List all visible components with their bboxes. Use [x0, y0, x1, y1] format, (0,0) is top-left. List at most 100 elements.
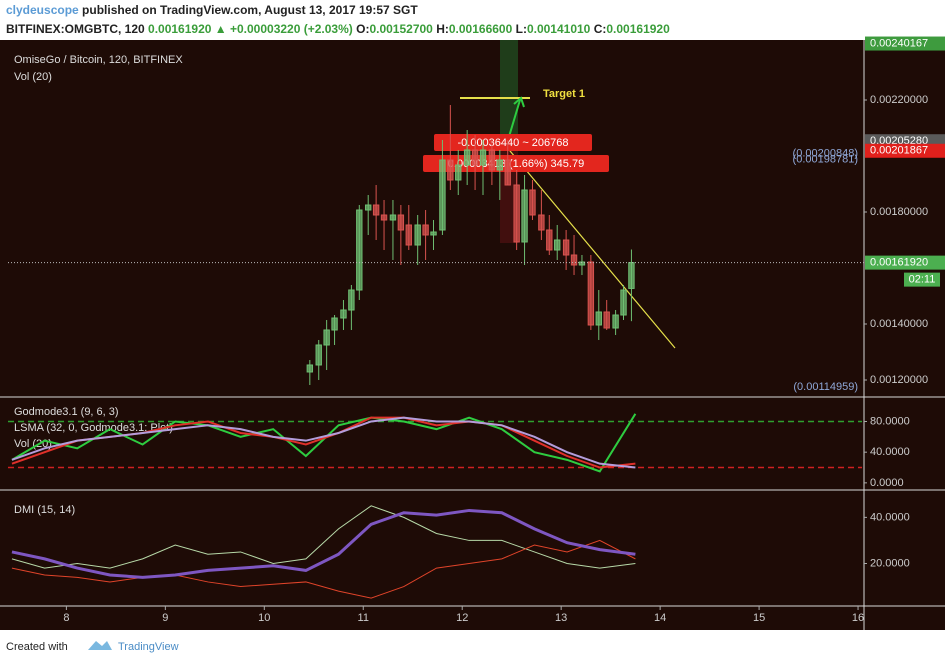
footer-text: Created with — [6, 641, 68, 653]
pane-subtitle: Vol (20) — [14, 71, 52, 83]
change: ▲ +0.00003220 (+2.03%) — [215, 22, 353, 36]
candle-body — [513, 184, 520, 243]
candle-body — [356, 209, 363, 291]
price-tag-label: 0.00201867 — [870, 145, 928, 157]
x-tick-label: 16 — [852, 612, 864, 624]
candle-body — [380, 214, 388, 221]
candle-body — [620, 289, 627, 316]
price-tag — [865, 36, 945, 51]
candle-body — [471, 149, 479, 166]
price-tag-label: 0.00161920 — [870, 257, 928, 269]
y-tick-label: 0.00220000 — [870, 94, 928, 106]
footer-brand[interactable]: TradingView — [118, 641, 179, 653]
x-tick-label: 8 — [63, 612, 69, 624]
ohlc-key: C: — [594, 22, 607, 36]
x-tick-label: 11 — [358, 612, 369, 624]
price-note: (0.00114959) — [793, 381, 858, 393]
y-tick-label: 0.00120000 — [870, 374, 928, 386]
candle-body — [306, 364, 314, 373]
price-tag — [865, 143, 945, 158]
candle-body — [340, 309, 347, 319]
published: published on TradingView.com, August 13,… — [82, 3, 418, 17]
candle-body — [430, 231, 437, 236]
x-tick-label: 13 — [555, 612, 567, 624]
legend-entry: Godmode3.1 (9, 6, 3) — [14, 406, 119, 418]
candle-body — [578, 261, 586, 266]
x-tick-label: 14 — [654, 612, 666, 624]
candle-body — [365, 204, 372, 211]
candle-body — [463, 149, 471, 166]
ohlc-key: L: — [516, 22, 527, 36]
chart-bg — [0, 40, 945, 630]
range-label: -0.00036440 ~ 206768 — [457, 137, 568, 149]
candle-body — [389, 214, 397, 221]
candle-body — [414, 224, 421, 246]
price-tag — [865, 255, 945, 270]
ohlc-value: 0.00161920 — [606, 22, 670, 36]
candle-body — [554, 239, 561, 251]
candle-body — [603, 311, 610, 329]
author[interactable]: clydeuscope — [6, 3, 79, 17]
candle-body — [422, 224, 429, 236]
candle-body — [405, 224, 412, 246]
symbol-line: BITFINEX:OMGBTC, 120 0.00161920 ▲ +0.000… — [6, 22, 670, 36]
series-line — [11, 416, 636, 469]
x-tick-label: 12 — [456, 612, 468, 624]
candle-body — [546, 229, 553, 251]
candle-body — [612, 314, 619, 329]
countdown-bg — [904, 272, 940, 287]
candle-body — [529, 189, 536, 216]
candle-body — [331, 317, 338, 331]
candle-body — [628, 262, 635, 289]
profit-zone — [500, 40, 518, 145]
ohlc-key: O: — [356, 22, 369, 36]
candle-body — [447, 159, 454, 181]
y-tick-label: 40.0000 — [870, 511, 910, 523]
price-note: (0.00198781) — [793, 153, 858, 165]
y-tick-label: 0.0000 — [870, 477, 904, 489]
candle-body — [439, 159, 446, 231]
legend-entry: LSMA (32, 0, Godmode3.1: Plot) — [14, 422, 173, 434]
x-tick-label: 9 — [162, 612, 168, 624]
logo — [88, 641, 112, 650]
x-tick-label: 10 — [258, 612, 270, 624]
ohlc-key: H: — [436, 22, 449, 36]
candle-body — [521, 189, 528, 243]
range-label-bg — [434, 134, 592, 151]
pane-title: OmiseGo / Bitcoin, 120, BITFINEX — [14, 54, 183, 66]
countdown: 02:11 — [909, 274, 936, 286]
arrow — [507, 96, 525, 141]
candle-body — [570, 254, 578, 266]
ohlc-value: 0.00141010 — [527, 22, 591, 36]
header: clydeuscope published on TradingView.com… — [6, 3, 418, 17]
candle-body — [348, 289, 355, 311]
candle-body — [595, 311, 602, 326]
target-label: Target 1 — [543, 88, 585, 100]
price: 0.00161920 — [148, 22, 212, 36]
pane-title: DMI (15, 14) — [14, 504, 75, 516]
ohlc-value: 0.00166600 — [449, 22, 513, 36]
candle-body — [504, 159, 511, 186]
series-line — [11, 505, 636, 569]
price-note: (0.00200848) — [793, 148, 858, 160]
candle-body — [488, 149, 496, 171]
candle-body — [315, 344, 322, 366]
x-tick-label: 15 — [753, 612, 765, 624]
candle-body — [455, 164, 462, 181]
candle-body — [587, 261, 595, 326]
candle-body — [479, 149, 487, 166]
y-tick-label: 0.00140000 — [870, 318, 928, 330]
candle-body — [323, 329, 330, 346]
series-line — [11, 413, 637, 473]
trendline — [504, 144, 676, 349]
y-tick-label: 40.0000 — [870, 446, 910, 458]
candle-body — [372, 204, 380, 216]
y-tick-label: 0.00180000 — [870, 206, 928, 218]
candle-body — [562, 239, 570, 256]
price-tag-label: 0.00240167 — [870, 37, 928, 49]
candle-body — [538, 214, 545, 231]
candle-body — [496, 159, 504, 171]
series-line — [11, 539, 636, 599]
y-tick-label: 20.0000 — [870, 557, 910, 569]
